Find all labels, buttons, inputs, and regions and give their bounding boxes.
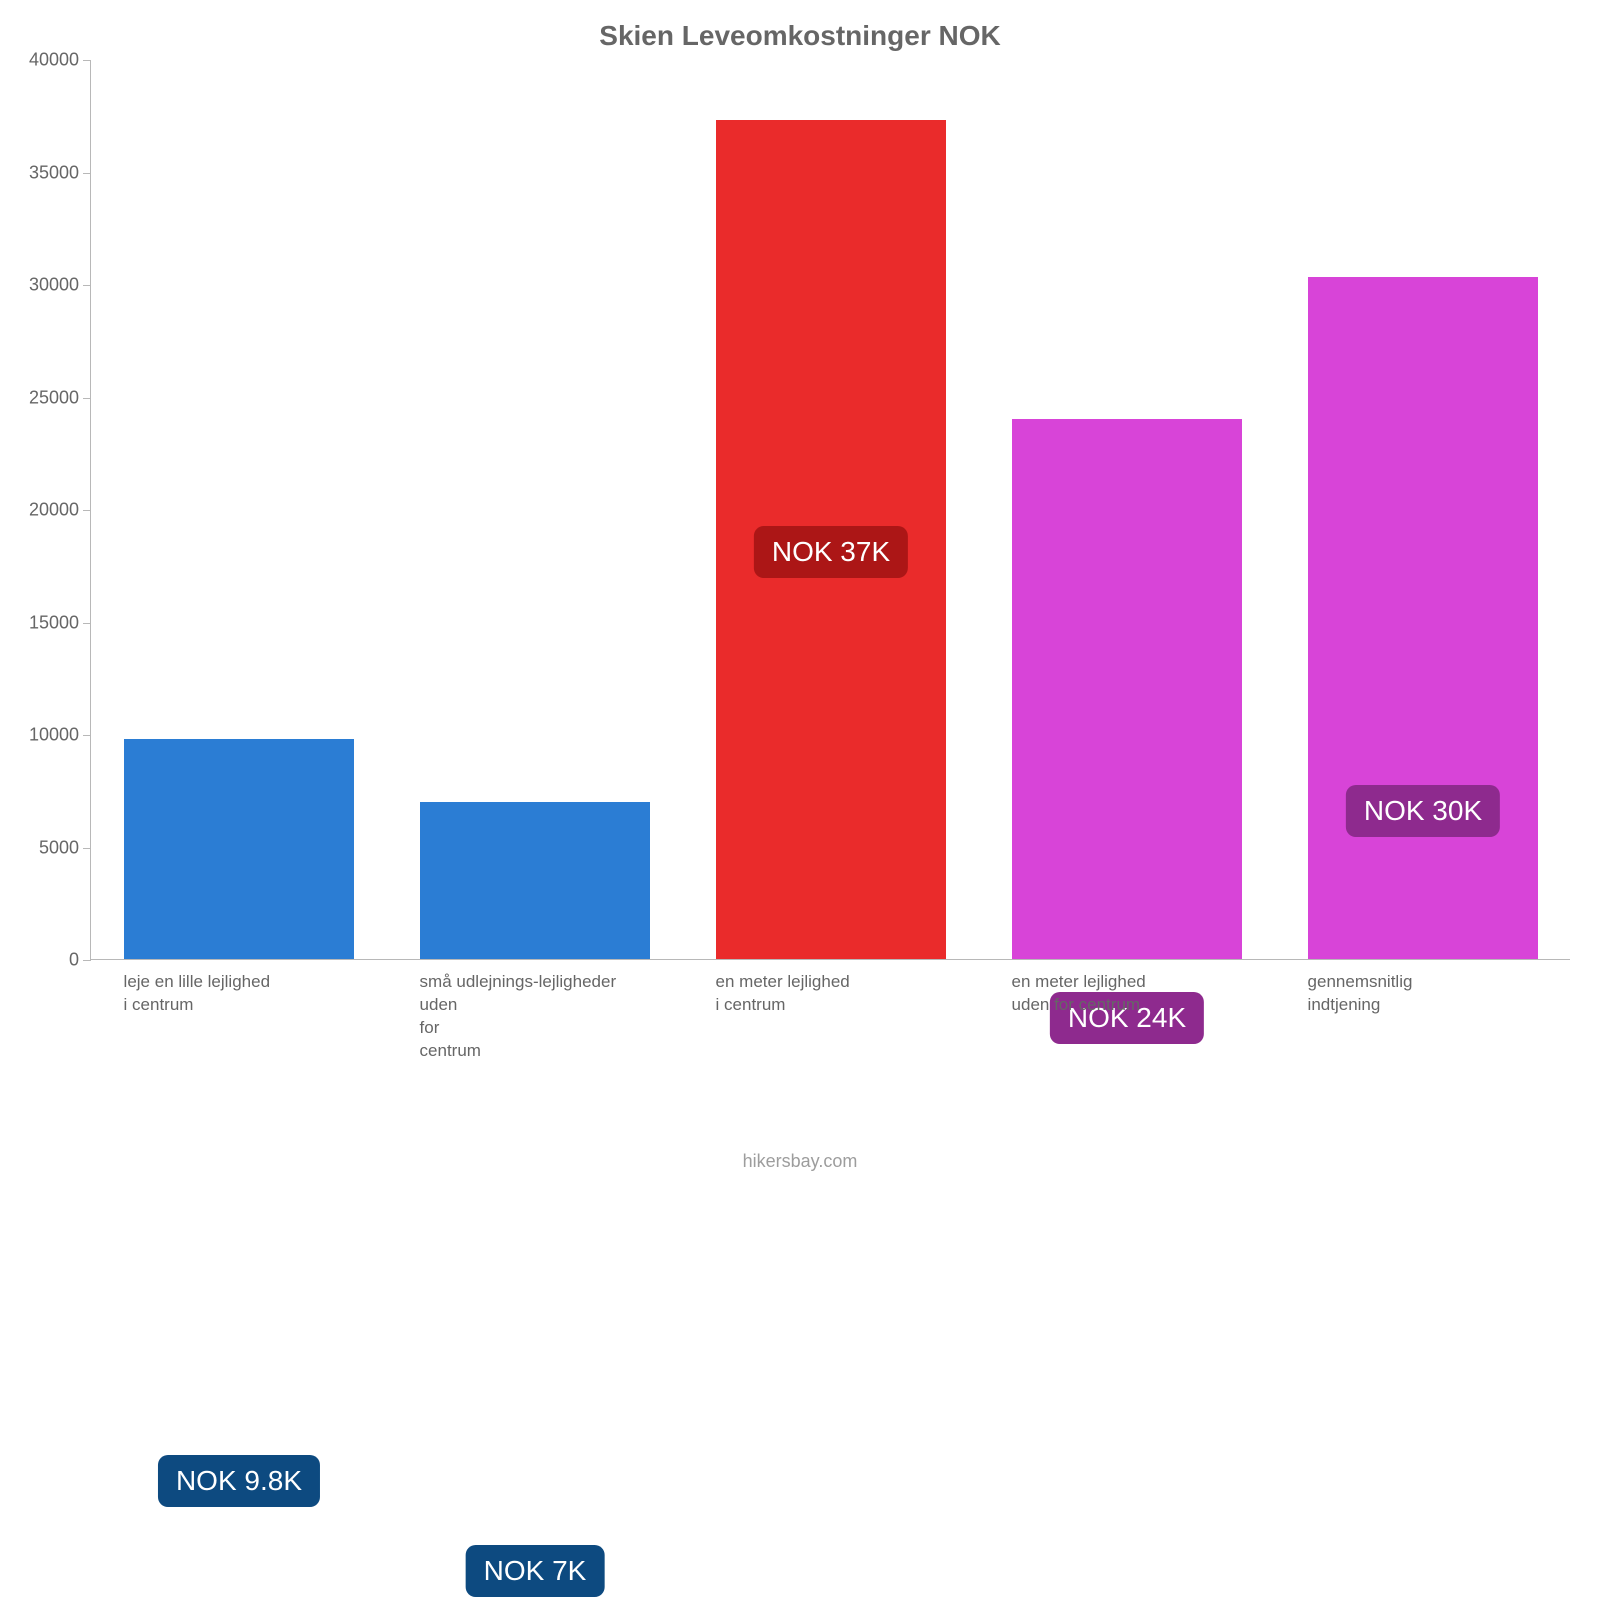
chart-container: Skien Leveomkostninger NOK 0500010000150… <box>0 0 1600 1200</box>
y-tick-label: 20000 <box>29 500 91 521</box>
x-label-sqm_outside: en meter lejlighed uden for centrum <box>1012 959 1243 1017</box>
plot-area: 0500010000150002000025000300003500040000… <box>90 60 1570 960</box>
y-tick-label: 30000 <box>29 275 91 296</box>
bar-avg_income: NOK 30K <box>1308 277 1539 959</box>
y-tick-label: 25000 <box>29 387 91 408</box>
y-tick-label: 35000 <box>29 162 91 183</box>
x-label-avg_income: gennemsnitlig indtjening <box>1308 959 1539 1017</box>
x-label-rent_small_center: leje en lille lejlighed i centrum <box>124 959 355 1017</box>
bar-badge-avg_income: NOK 30K <box>1346 785 1500 837</box>
bar-badge-rent_small_center: NOK 9.8K <box>158 1455 320 1507</box>
bar-sqm_outside: NOK 24K <box>1012 419 1243 959</box>
bar-rent_small_center: NOK 9.8K <box>124 739 355 960</box>
x-label-rent_small_outside: små udlejnings-lejligheder uden for cent… <box>420 959 651 1063</box>
x-label-sqm_center: en meter lejlighed i centrum <box>716 959 947 1017</box>
bar-badge-rent_small_outside: NOK 7K <box>466 1545 605 1597</box>
bar-badge-sqm_center: NOK 37K <box>754 526 908 578</box>
y-tick-label: 15000 <box>29 612 91 633</box>
y-tick-label: 0 <box>69 950 91 971</box>
chart-title: Skien Leveomkostninger NOK <box>0 20 1600 52</box>
bar-sqm_center: NOK 37K <box>716 120 947 959</box>
bar-rent_small_outside: NOK 7K <box>420 802 651 960</box>
y-tick-label: 10000 <box>29 725 91 746</box>
y-tick-label: 40000 <box>29 50 91 71</box>
chart-footer: hikersbay.com <box>0 1151 1600 1172</box>
y-tick-label: 5000 <box>39 837 91 858</box>
